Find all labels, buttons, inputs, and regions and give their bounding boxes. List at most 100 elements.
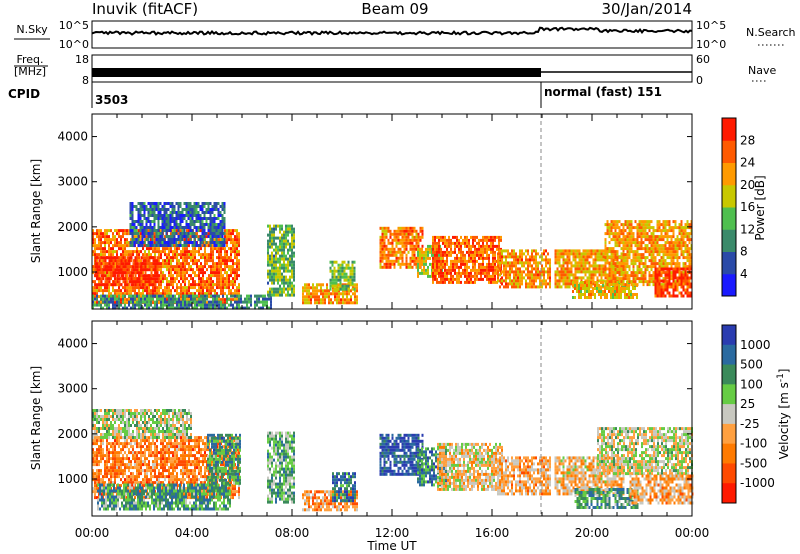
power-echo-cell [139,217,142,220]
power-echo-cell [142,283,145,287]
power-echo-cell [216,250,218,254]
power-echo-cell [429,247,431,251]
power-echo-cell [533,273,535,277]
power-echo-cell [562,261,565,265]
power-echo-cell [128,256,131,260]
power-echo-cell [427,244,429,248]
power-echo-cell [507,273,509,277]
power-echo-cell [505,276,507,280]
power-echo-cell [476,241,478,245]
power-echo-cell [531,276,533,280]
power-echo-cell [170,277,172,281]
power-echo-cell [337,266,340,270]
power-echo-cell [432,259,434,263]
power-echo-cell [116,268,119,272]
power-echo-cell [232,229,234,233]
power-echo-cell [484,265,486,269]
power-echo-cell [624,274,627,278]
power-echo-cell [618,229,621,233]
power-echo-cell [128,262,131,266]
power-echo-cell [405,253,408,257]
power-echo-cell [184,306,186,310]
power-echo-cell [341,266,344,270]
power-echo-cell [203,217,206,220]
power-echo-cell [108,292,110,296]
power-echo-cell [537,267,539,271]
power-echo-cell [338,292,340,296]
power-echo-cell [596,264,599,268]
power-echo-cell [167,223,170,226]
power-echo-cell [269,260,271,264]
power-echo-cell [513,261,515,265]
power-echo-cell [157,244,160,247]
power-echo-cell [140,297,142,301]
power-echo-cell [574,281,576,284]
power-echo-cell [228,286,230,290]
power-echo-cell [102,232,104,236]
power-echo-cell [210,286,212,290]
power-echo-cell [626,271,629,275]
power-echo-cell [212,256,214,260]
power-echo-cell [632,265,635,269]
power-echo-cell [612,247,615,251]
power-echo-cell [143,202,146,205]
power-echo-cell [425,247,427,251]
power-echo-cell [152,297,154,301]
power-echo-cell [626,284,628,287]
power-echo-cell [403,238,406,242]
power-echo-cell [152,292,154,296]
power-echo-cell [620,287,622,290]
power-echo-cell [271,269,273,273]
power-echo-cell [148,259,151,263]
power-echo-cell [193,220,196,223]
power-echo-cell [450,244,452,248]
power-echo-cell [626,226,629,230]
power-echo-cell [110,229,112,233]
power-echo-cell [158,247,160,251]
power-echo-cell [102,259,105,263]
power-echo-cell [488,280,490,284]
power-echo-cell [205,241,208,244]
power-echo-cell [267,248,269,252]
power-echo-cell [222,256,224,260]
power-echo-cell [492,262,494,266]
power-echo-cell [592,249,595,253]
power-echo-cell [318,283,320,287]
power-echo-cell [503,285,505,289]
power-echo-cell [316,286,318,290]
power-echo-cell [442,256,444,260]
power-echo-cell [618,256,621,260]
power-echo-cell [98,280,100,284]
power-echo-cell [166,277,168,281]
power-echo-cell [339,284,342,288]
power-echo-cell [389,259,392,263]
power-echo-cell [537,264,539,268]
power-echo-cell [281,248,283,252]
power-echo-cell [176,271,178,275]
power-echo-cell [163,214,166,217]
power-echo-cell [281,233,283,237]
power-echo-cell [138,286,140,290]
power-echo-cell [628,226,631,230]
power-echo-cell [200,300,202,304]
power-echo-cell [614,262,617,266]
power-echo-cell [622,265,625,269]
power-echo-cell [582,281,584,284]
power-echo-cell [285,257,287,261]
power-echo-cell [198,271,200,275]
power-echo-cell [140,292,142,296]
power-echo-cell [204,253,206,257]
power-echo-cell [626,256,629,260]
power-echo-cell [194,303,196,307]
power-echo-cell [339,287,342,291]
power-echo-cell [458,244,460,248]
power-echo-cell [94,256,97,260]
power-echo-cell [183,226,186,229]
power-echo-cell [172,256,174,260]
power-echo-cell [170,283,172,287]
power-echo-cell [277,290,279,294]
power-echo-cell [219,244,222,247]
power-echo-cell [570,252,573,256]
power-echo-cell [182,250,184,254]
power-echo-cell [480,244,482,248]
